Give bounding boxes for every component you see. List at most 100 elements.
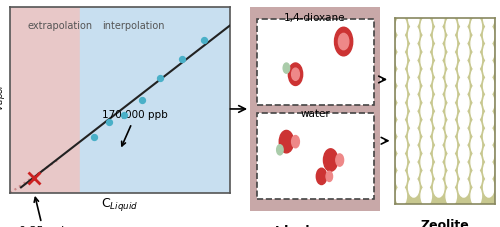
Circle shape [458, 8, 469, 28]
Circle shape [458, 127, 469, 146]
Circle shape [484, 8, 494, 28]
Circle shape [471, 17, 482, 36]
Circle shape [421, 51, 432, 70]
Circle shape [458, 59, 469, 79]
Circle shape [434, 76, 444, 96]
FancyBboxPatch shape [256, 113, 374, 199]
Circle shape [484, 144, 494, 163]
Text: 0.35 ppb: 0.35 ppb [19, 197, 68, 227]
Circle shape [421, 135, 432, 155]
Circle shape [396, 101, 406, 121]
Circle shape [471, 118, 482, 138]
Circle shape [396, 135, 406, 155]
Circle shape [326, 171, 332, 182]
Circle shape [408, 178, 419, 197]
Circle shape [446, 17, 456, 36]
Circle shape [484, 42, 494, 62]
Text: 1,4-dioxane: 1,4-dioxane [284, 13, 346, 23]
Circle shape [458, 76, 469, 96]
Circle shape [338, 33, 349, 50]
Circle shape [408, 93, 419, 112]
Circle shape [458, 144, 469, 163]
Circle shape [434, 59, 444, 79]
Circle shape [446, 152, 456, 172]
Circle shape [396, 17, 406, 36]
Circle shape [471, 135, 482, 155]
Circle shape [279, 130, 293, 153]
Point [156, 76, 164, 79]
Circle shape [484, 110, 494, 129]
Point [90, 135, 98, 139]
Circle shape [283, 63, 290, 73]
Circle shape [408, 110, 419, 129]
Circle shape [458, 110, 469, 129]
Circle shape [396, 118, 406, 138]
Circle shape [276, 145, 283, 155]
Point [178, 57, 186, 61]
Bar [80, 7, 230, 193]
Circle shape [484, 76, 494, 96]
Circle shape [408, 161, 419, 180]
Circle shape [434, 42, 444, 62]
Circle shape [484, 178, 494, 197]
Circle shape [434, 127, 444, 146]
Circle shape [336, 154, 344, 166]
Circle shape [408, 42, 419, 62]
Circle shape [292, 136, 300, 148]
Circle shape [484, 59, 494, 79]
Circle shape [471, 68, 482, 87]
Circle shape [471, 169, 482, 189]
Circle shape [471, 34, 482, 53]
Circle shape [484, 93, 494, 112]
Circle shape [421, 85, 432, 104]
Circle shape [408, 8, 419, 28]
Circle shape [396, 34, 406, 53]
Circle shape [288, 63, 302, 85]
Circle shape [434, 144, 444, 163]
Text: Zeolite: Zeolite [420, 219, 470, 227]
Circle shape [421, 169, 432, 189]
Circle shape [421, 68, 432, 87]
Circle shape [396, 85, 406, 104]
Circle shape [408, 127, 419, 146]
Circle shape [316, 168, 326, 185]
Circle shape [471, 101, 482, 121]
Circle shape [446, 118, 456, 138]
Circle shape [396, 152, 406, 172]
Circle shape [484, 127, 494, 146]
Point [200, 39, 207, 42]
Circle shape [458, 42, 469, 62]
Circle shape [458, 93, 469, 112]
Circle shape [434, 8, 444, 28]
Circle shape [446, 101, 456, 121]
FancyBboxPatch shape [256, 19, 374, 105]
Circle shape [471, 85, 482, 104]
Circle shape [408, 76, 419, 96]
Circle shape [421, 101, 432, 121]
Circle shape [446, 169, 456, 189]
Circle shape [446, 186, 456, 205]
Circle shape [421, 34, 432, 53]
Circle shape [396, 186, 406, 205]
Circle shape [421, 186, 432, 205]
Circle shape [408, 144, 419, 163]
Text: Ideal gases: Ideal gases [275, 225, 355, 227]
Circle shape [434, 93, 444, 112]
Circle shape [421, 17, 432, 36]
Circle shape [421, 152, 432, 172]
Circle shape [471, 152, 482, 172]
Circle shape [484, 25, 494, 45]
Circle shape [471, 51, 482, 70]
Circle shape [334, 27, 352, 56]
X-axis label: C$_{Liquid}$: C$_{Liquid}$ [102, 196, 138, 213]
Circle shape [446, 135, 456, 155]
Circle shape [421, 118, 432, 138]
Circle shape [408, 25, 419, 45]
Text: extrapolation: extrapolation [28, 21, 92, 31]
Text: 170,000 ppb: 170,000 ppb [102, 111, 168, 146]
Circle shape [446, 34, 456, 53]
Circle shape [324, 149, 338, 171]
Circle shape [434, 178, 444, 197]
Circle shape [458, 161, 469, 180]
Text: water: water [300, 109, 330, 119]
